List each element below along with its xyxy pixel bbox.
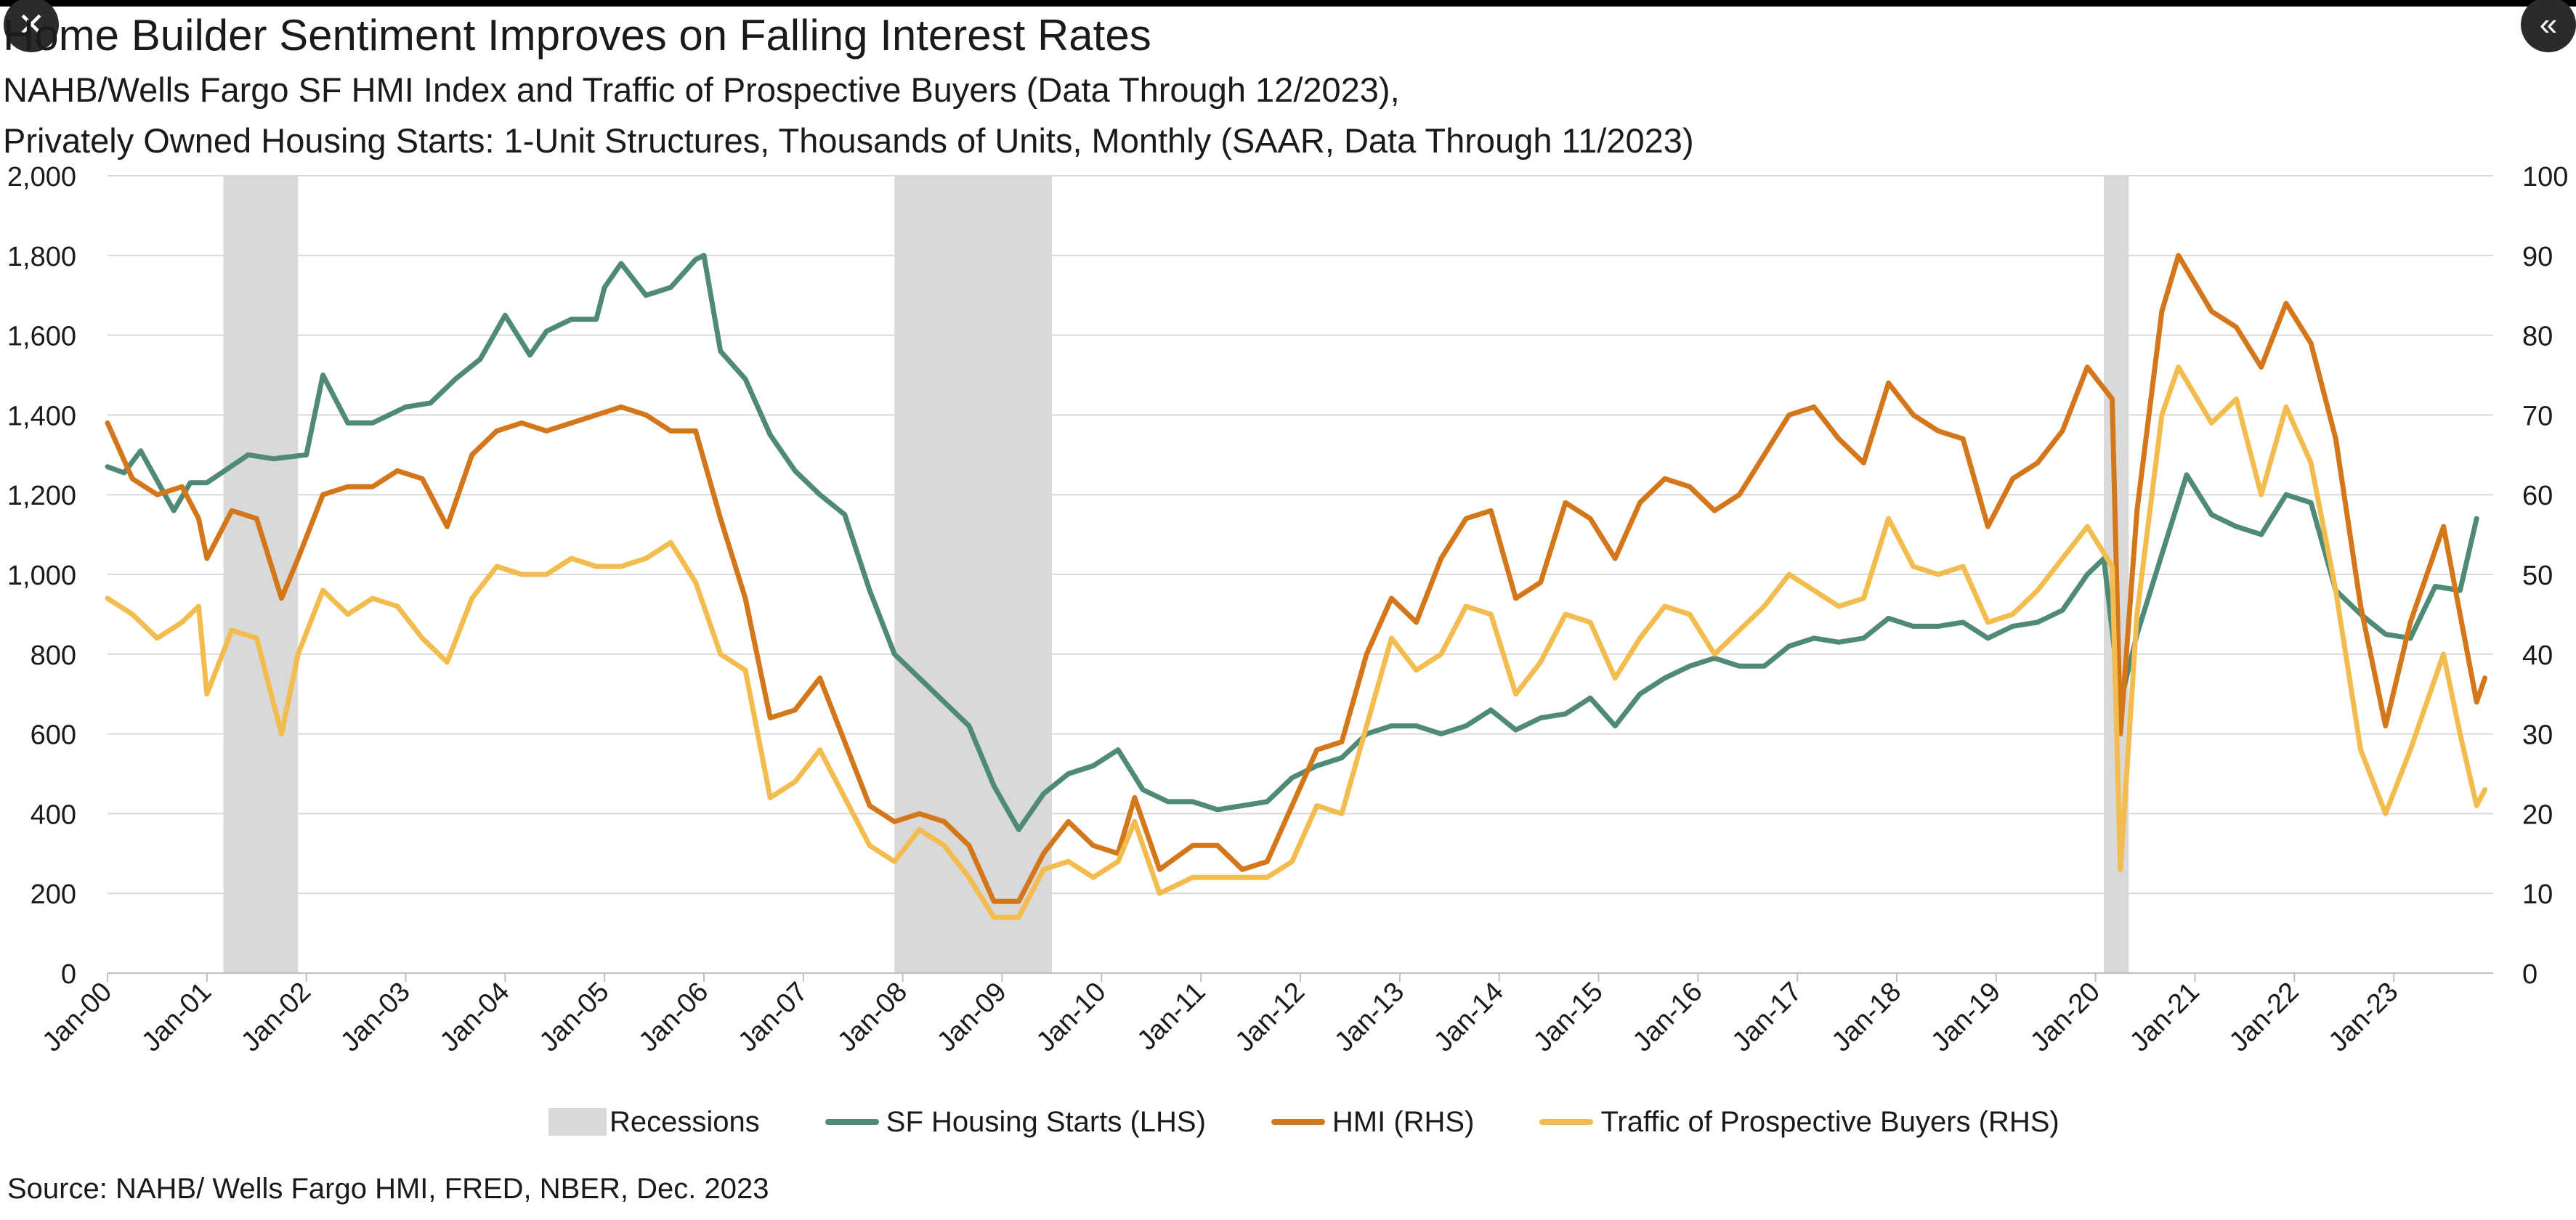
legend-swatch-starts: [825, 1119, 879, 1125]
x-tick-label: Jan-18: [1826, 977, 1907, 1058]
x-tick-label: Jan-19: [1925, 977, 2006, 1058]
legend-label-starts: SF Housing Starts (LHS): [886, 1105, 1206, 1138]
y-right-tick-label: 30: [2522, 720, 2553, 751]
series-line-sf-housing-starts: [105, 253, 2479, 832]
y-right-tick-label: 20: [2522, 800, 2553, 830]
y-right-tick-label: 90: [2522, 242, 2553, 272]
y-right-tick-label: 0: [2522, 959, 2537, 990]
legend-swatch-hmi: [1271, 1119, 1325, 1125]
y-left-tick-label: 800: [31, 640, 76, 671]
y-left-tick-label: 1,000: [7, 561, 76, 591]
x-tick-label: Jan-09: [931, 977, 1013, 1058]
x-tick-label: Jan-03: [335, 977, 416, 1058]
legend-label-recessions: Recessions: [609, 1105, 760, 1138]
y-right-tick-label: 50: [2522, 561, 2553, 591]
close-icon: ✕: [17, 6, 46, 44]
double-chevron-left-icon: «: [2539, 7, 2558, 42]
chart-subtitle-line-2: Privately Owned Housing Starts: 1-Unit S…: [3, 121, 1694, 160]
y-left-tick-label: 400: [31, 800, 76, 830]
legend-item-recessions: Recessions: [548, 1106, 760, 1139]
x-tick-label: Jan-14: [1428, 977, 1510, 1058]
x-tick-label: Jan-06: [633, 977, 714, 1058]
chart-plot: 0 0 200 10 400 20 600 30 800 40 1,000 50 1,200 60 1,40…: [7, 162, 2569, 1058]
y-right-tick-label: 70: [2522, 401, 2553, 431]
y-left-tick-label: 600: [31, 720, 76, 751]
y-left-tick-label: 1,800: [7, 242, 76, 272]
chart-legend: Recessions SF Housing Starts (LHS) HMI (…: [548, 1100, 2125, 1144]
x-tick-label: Jan-16: [1627, 977, 1709, 1058]
x-tick-label: Jan-15: [1528, 977, 1609, 1058]
x-tick-label: Jan-17: [1727, 977, 1808, 1058]
x-tick-label: Jan-07: [732, 977, 814, 1058]
y-left-tick-label: 0: [61, 959, 76, 990]
x-tick-label: Jan-10: [1031, 977, 1112, 1058]
y-right-tick-label: 60: [2522, 481, 2553, 511]
series-line-traffic: [105, 365, 2488, 920]
source-note: Source: NAHB/ Wells Fargo HMI, FRED, NBE…: [7, 1173, 769, 1205]
x-tick-label: Jan-08: [832, 977, 913, 1058]
x-tick-label: Jan-21: [2124, 977, 2206, 1058]
y-left-tick-label: 1,200: [7, 481, 76, 511]
y-left-tick-label: 1,400: [7, 401, 76, 431]
x-tick-label: Jan-20: [2025, 977, 2106, 1058]
x-tick-label: Jan-01: [136, 977, 217, 1058]
x-tick-label: Jan-02: [235, 977, 317, 1058]
legend-item-starts: SF Housing Starts (LHS): [825, 1106, 1206, 1139]
x-tick-label: Jan-12: [1229, 977, 1311, 1058]
x-tick-label: Jan-05: [534, 977, 615, 1058]
close-button[interactable]: ✕: [4, 0, 59, 52]
x-tick-label: Jan-11: [1132, 977, 1212, 1057]
collapse-panel-button[interactable]: «: [2521, 0, 2576, 52]
x-tick-label: Jan-23: [2323, 977, 2405, 1058]
y-right-tick-label: 40: [2522, 640, 2553, 671]
y-right-tick-label: 10: [2522, 879, 2553, 910]
legend-swatch-traffic: [1539, 1119, 1594, 1125]
y-right-tick-label: 80: [2522, 322, 2553, 352]
legend-label-hmi: HMI (RHS): [1332, 1105, 1475, 1138]
chart-subtitle-line-1: NAHB/Wells Fargo SF HMI Index and Traffi…: [3, 70, 1400, 109]
series-line-hmi: [105, 253, 2488, 904]
legend-swatch-recessions: [548, 1108, 607, 1136]
x-tick-label: Jan-00: [36, 977, 118, 1058]
y-right-tick-label: 100: [2522, 162, 2568, 192]
x-tick-label: Jan-22: [2224, 977, 2305, 1058]
x-tick-label: Jan-04: [434, 977, 516, 1058]
y-left-tick-label: 1,600: [7, 322, 76, 352]
x-tick-label: Jan-13: [1329, 977, 1410, 1058]
y-left-tick-label: 200: [31, 879, 76, 910]
legend-label-traffic: Traffic of Prospective Buyers (RHS): [1600, 1105, 2059, 1138]
y-left-tick-label: 2,000: [7, 162, 76, 192]
chart-title: Home Builder Sentiment Improves on Falli…: [3, 11, 1151, 60]
legend-item-hmi: HMI (RHS): [1271, 1105, 1475, 1139]
legend-item-traffic: Traffic of Prospective Buyers (RHS): [1539, 1106, 2059, 1139]
top-bar: [0, 0, 2576, 7]
